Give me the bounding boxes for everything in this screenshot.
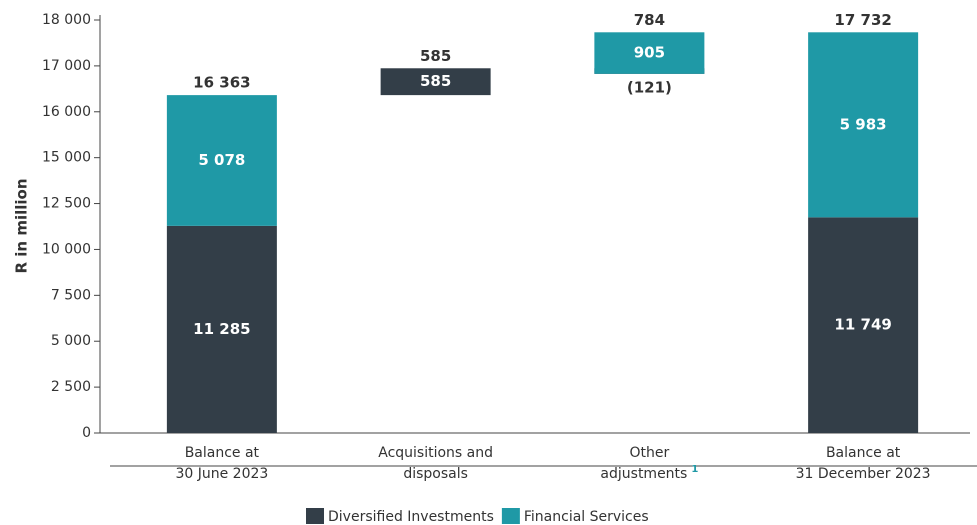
bar-segment: [808, 32, 919, 218]
x-tick-label: Balance at: [826, 445, 901, 461]
y-tick-label: 10 000: [42, 241, 91, 257]
y-tick-label: 7 500: [51, 287, 91, 303]
data-label: 11 285: [193, 320, 250, 338]
x-tick-label: disposals: [403, 466, 468, 482]
y-tick-label: 2 500: [51, 379, 91, 395]
y-tick-label: 15 000: [42, 150, 91, 166]
data-label: 905: [634, 44, 665, 62]
bar-segment: [808, 217, 919, 433]
total-label: 784: [634, 11, 665, 29]
data-label: 585: [420, 72, 451, 90]
x-tick-label: Balance at: [185, 445, 260, 461]
x-tick-label: 30 June 2023: [175, 466, 268, 482]
y-tick-label: 17 000: [42, 58, 91, 74]
legend-swatch: [501, 508, 520, 524]
total-label: 16 363: [193, 74, 250, 92]
bar-segment: [166, 225, 277, 433]
y-tick-label: 0: [82, 425, 91, 441]
bar-segment: [594, 32, 705, 74]
y-axis-label: R in million: [13, 179, 31, 274]
data-label: 5 078: [198, 151, 245, 169]
y-tick-label: 5 000: [51, 333, 91, 349]
legend-label: Diversified Investments: [328, 509, 494, 525]
x-tick-label: 31 December 2023: [796, 466, 931, 482]
bar-segment: [166, 95, 277, 226]
bar-segment: [380, 68, 491, 96]
x-tick-label: Other: [629, 445, 669, 461]
total-label: 17 732: [834, 11, 891, 29]
data-label: (121): [627, 78, 672, 96]
y-tick-label: 12 500: [42, 196, 91, 212]
y-tick-label: 16 000: [42, 104, 91, 120]
legend-label: Financial Services: [524, 509, 649, 525]
data-label: 11 749: [834, 316, 891, 334]
footnote-mark: 1: [691, 464, 698, 475]
legend-swatch: [306, 508, 324, 524]
x-tick-label: Acquisitions and: [378, 445, 493, 461]
total-label: 585: [420, 47, 451, 65]
x-tick-label: adjustments 1: [600, 464, 698, 482]
y-tick-label: 18 000: [42, 12, 91, 28]
data-label: 5 983: [840, 115, 887, 133]
